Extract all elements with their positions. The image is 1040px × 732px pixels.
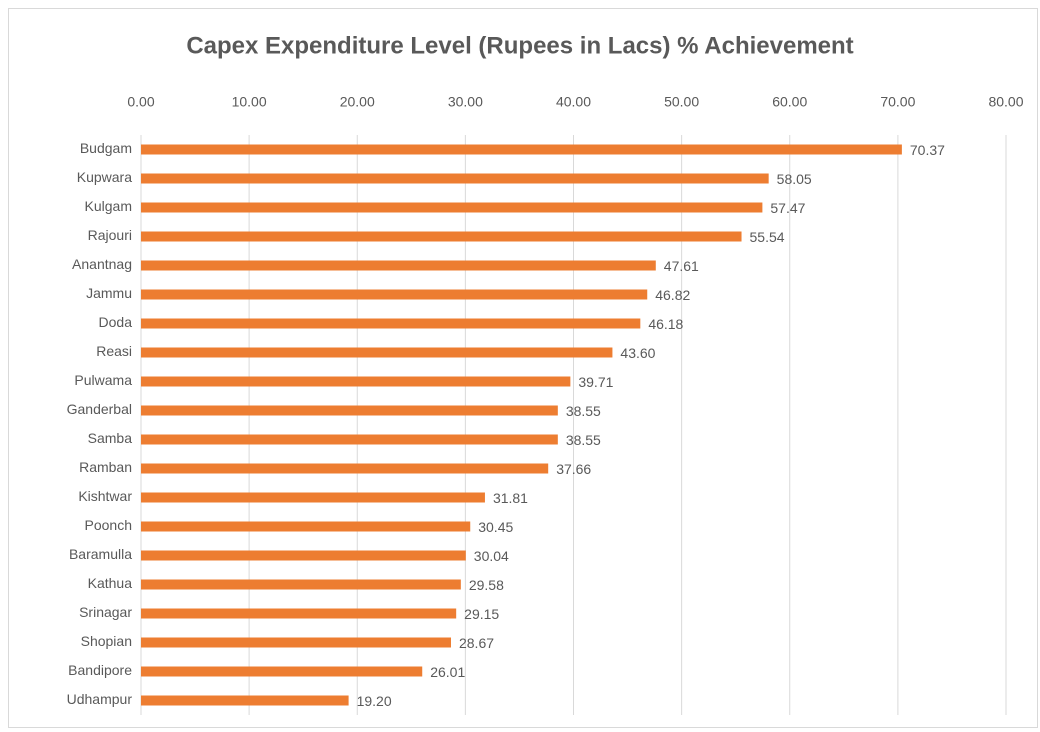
data-label: 47.61: [664, 258, 699, 274]
x-tick-label: 50.00: [664, 94, 699, 110]
chart-border: [8, 8, 1038, 728]
y-tick-label: Shopian: [81, 633, 132, 649]
data-label: 58.05: [777, 171, 812, 187]
bar: [141, 202, 763, 213]
data-label: 31.81: [493, 490, 528, 506]
bar: [141, 434, 558, 445]
bar: [141, 550, 466, 561]
x-tick-label: 80.00: [988, 94, 1023, 110]
data-label: 38.55: [566, 432, 601, 448]
bar: [141, 318, 641, 329]
y-tick-label: Pulwama: [74, 372, 132, 388]
bar: [141, 231, 742, 242]
y-tick-label: Samba: [88, 430, 133, 446]
data-label: 28.67: [459, 635, 494, 651]
x-tick-label: 0.00: [127, 94, 154, 110]
x-tick-label: 20.00: [340, 94, 375, 110]
x-tick-label: 30.00: [448, 94, 483, 110]
data-label: 43.60: [620, 345, 655, 361]
chart-title: Capex Expenditure Level (Rupees in Lacs)…: [186, 32, 853, 59]
bar: [141, 492, 485, 503]
bar: [141, 347, 613, 358]
bar: [141, 637, 451, 648]
x-tick-label: 60.00: [772, 94, 807, 110]
bar: [141, 608, 457, 619]
bar: [141, 289, 648, 300]
y-tick-label: Ganderbal: [67, 401, 132, 417]
bar: [141, 144, 902, 155]
x-tick-label: 70.00: [880, 94, 915, 110]
y-tick-label: Anantnag: [72, 256, 132, 272]
y-tick-label: Budgam: [80, 140, 132, 156]
y-tick-label: Srinagar: [79, 604, 132, 620]
data-label: 30.04: [474, 548, 509, 564]
bar: [141, 695, 349, 706]
bar: [141, 463, 549, 474]
data-label: 19.20: [357, 693, 392, 709]
y-tick-label: Kishtwar: [78, 488, 132, 504]
x-tick-label: 40.00: [556, 94, 591, 110]
data-label: 37.66: [556, 461, 591, 477]
bar: [141, 173, 769, 184]
data-label: 38.55: [566, 403, 601, 419]
data-label: 70.37: [910, 142, 945, 158]
data-label: 29.15: [464, 606, 499, 622]
y-tick-label: Poonch: [85, 517, 132, 533]
data-label: 46.18: [648, 316, 683, 332]
bar: [141, 521, 471, 532]
y-tick-label: Reasi: [96, 343, 132, 359]
bar: [141, 376, 571, 387]
data-label: 29.58: [469, 577, 504, 593]
y-tick-label: Bandipore: [68, 662, 132, 678]
y-tick-label: Kupwara: [77, 169, 132, 185]
y-tick-label: Baramulla: [69, 546, 132, 562]
y-tick-label: Doda: [99, 314, 133, 330]
y-tick-label: Udhampur: [67, 691, 133, 707]
data-label: 46.82: [655, 287, 690, 303]
data-label: 55.54: [750, 229, 785, 245]
bar: [141, 260, 656, 271]
y-tick-label: Kathua: [88, 575, 133, 591]
bar: [141, 579, 461, 590]
data-label: 57.47: [770, 200, 805, 216]
bar: [141, 666, 423, 677]
y-tick-label: Jammu: [86, 285, 132, 301]
y-tick-label: Rajouri: [88, 227, 132, 243]
data-label: 30.45: [478, 519, 513, 535]
y-tick-label: Kulgam: [85, 198, 132, 214]
data-label: 26.01: [430, 664, 465, 680]
data-label: 39.71: [578, 374, 613, 390]
x-tick-label: 10.00: [232, 94, 267, 110]
bar: [141, 405, 558, 416]
y-tick-label: Ramban: [79, 459, 132, 475]
